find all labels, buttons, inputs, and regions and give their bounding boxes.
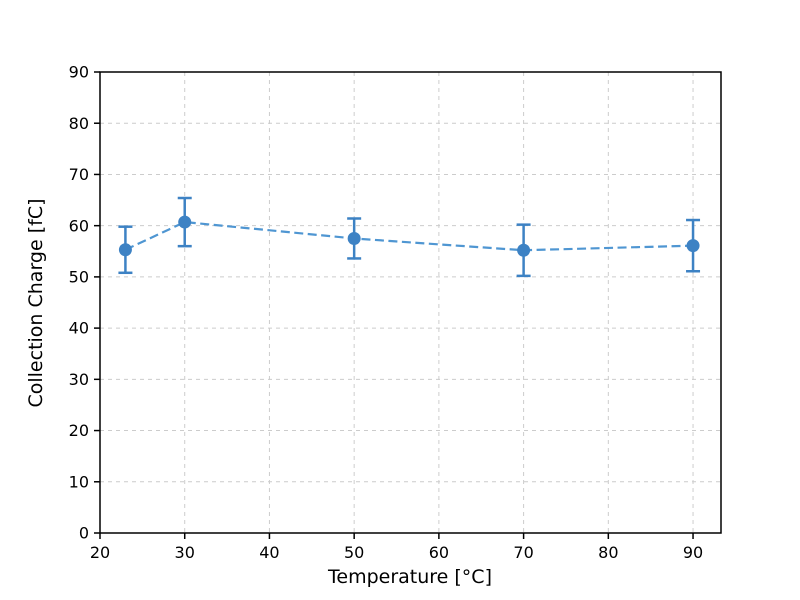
plot-border [99, 71, 722, 534]
y-tick-label: 10 [69, 472, 89, 491]
data-point [686, 239, 700, 253]
x-tick-label: 80 [598, 543, 618, 562]
x-tick-label: 40 [259, 543, 279, 562]
y-tick-label: 30 [69, 370, 89, 389]
x-axis-label: Temperature [°C] [327, 566, 492, 588]
data-point [517, 243, 531, 257]
x-tick-label: 90 [683, 543, 703, 562]
y-tick-label: 60 [69, 216, 89, 235]
x-tick-label: 70 [513, 543, 533, 562]
y-tick-label: 70 [69, 165, 89, 184]
x-tick-label: 30 [175, 543, 195, 562]
y-tick-label: 0 [79, 524, 89, 543]
y-tick-label: 20 [69, 421, 89, 440]
data-point [347, 231, 361, 245]
y-tick-label: 40 [69, 319, 89, 338]
y-axis-label: Collection Charge [fC] [25, 198, 47, 407]
data-point [118, 243, 132, 257]
x-tick-label: 20 [90, 543, 110, 562]
x-tick-label: 60 [429, 543, 449, 562]
plot-area: 20 30 40 50 60 70 80 90 0 10 20 30 40 50 60 70 80 90 [69, 63, 722, 562]
x-tick-label: 50 [344, 543, 364, 562]
y-tick-label: 80 [69, 114, 89, 133]
data-point [178, 215, 192, 229]
y-tick-label: 90 [69, 63, 89, 82]
y-tick-label: 50 [69, 267, 89, 286]
